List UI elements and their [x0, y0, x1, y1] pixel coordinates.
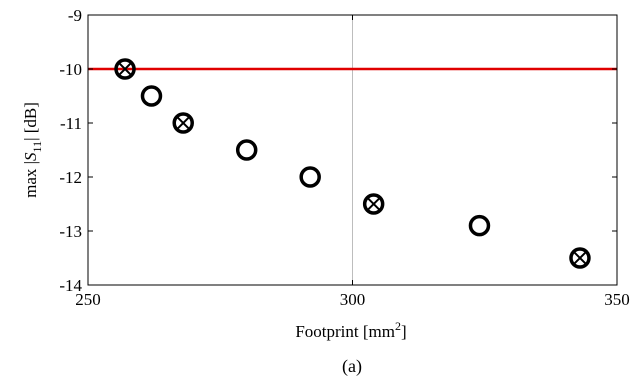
point-marker-circle	[140, 85, 163, 107]
y-tick-label: -11	[60, 114, 82, 133]
data-point	[362, 193, 385, 215]
axes	[87, 14, 618, 286]
data-point	[140, 85, 163, 107]
point-marker-circle	[114, 58, 136, 80]
point-marker-circle	[235, 139, 258, 161]
data-point	[172, 112, 194, 134]
tick-labels: 250 300 350 -14 -13 -12 -11 -10 -9	[59, 6, 629, 309]
point-marker-cross	[367, 197, 380, 211]
x-axis-title-main: Footprint [mm	[295, 322, 395, 341]
point-marker-circle	[468, 214, 491, 237]
y-tick-label: -12	[59, 168, 82, 187]
data-point	[235, 139, 258, 161]
y-tick-label: -9	[68, 6, 82, 25]
x-tick-label: 250	[75, 290, 101, 309]
data-point	[114, 58, 136, 80]
point-marker-circle	[362, 193, 385, 215]
y-tick-label: -10	[59, 60, 82, 79]
point-marker-circle	[569, 247, 591, 269]
figure-caption: (a)	[342, 356, 362, 377]
data-point	[299, 166, 321, 188]
point-marker-circle	[172, 112, 194, 134]
point-marker-circle	[299, 166, 321, 188]
x-axis-title: Footprint [mm2]	[295, 319, 406, 341]
point-marker-cross	[118, 62, 132, 76]
x-axis-title-sup: 2	[395, 319, 401, 333]
point-marker-cross	[573, 251, 587, 265]
data-points	[114, 58, 591, 269]
data-point	[569, 247, 591, 269]
y-tick-label: -14	[59, 276, 82, 295]
y-axis-title: max |S11| [dB]	[21, 102, 44, 198]
x-tick-label: 300	[340, 290, 366, 309]
data-point	[468, 214, 491, 237]
x-tick-label: 350	[604, 290, 630, 309]
point-marker-cross	[176, 116, 190, 130]
y-tick-label: -13	[59, 222, 82, 241]
